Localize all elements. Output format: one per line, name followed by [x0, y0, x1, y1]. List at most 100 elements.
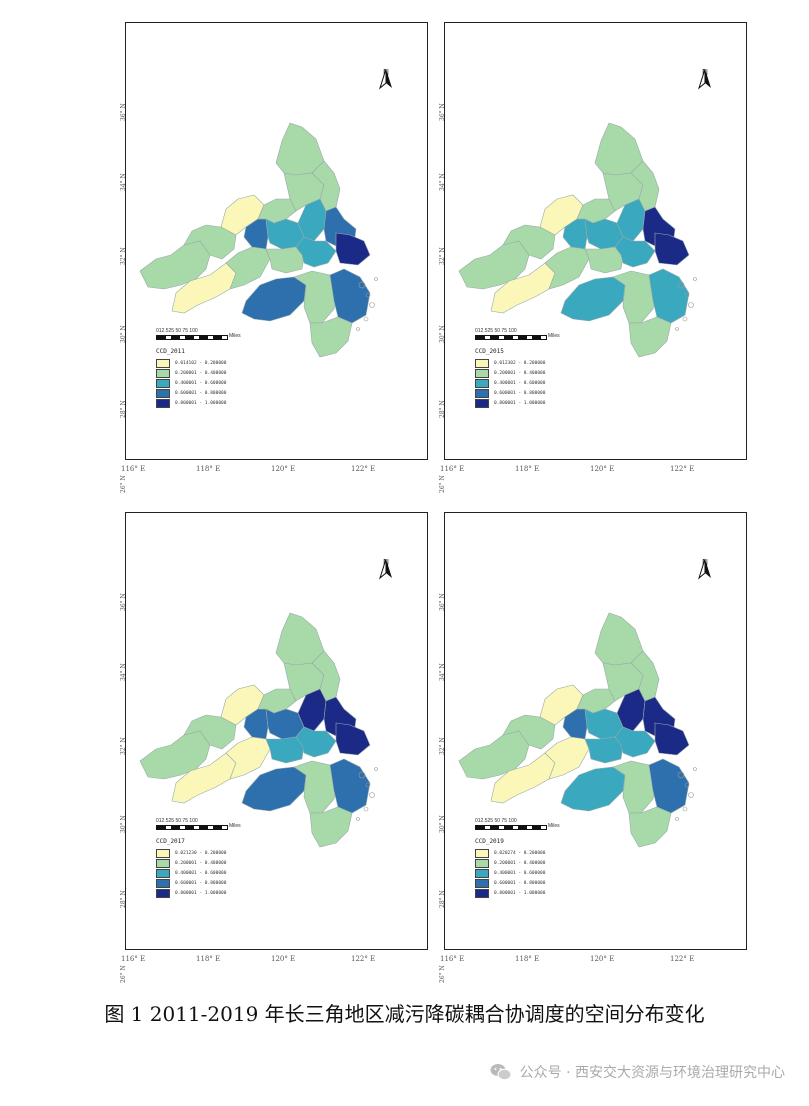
legend-title: CCD_2017 — [156, 838, 185, 845]
legend-swatch — [156, 388, 170, 398]
lat-label: 30° N — [439, 325, 446, 343]
region-1 — [458, 240, 530, 290]
region-20 — [628, 806, 672, 848]
legend-item: 0.020274 - 0.200000 — [475, 848, 545, 858]
region-19 — [329, 268, 371, 324]
island-4 — [682, 316, 688, 322]
lon-label: 118° E — [196, 955, 221, 963]
map-panel-3: 36° N 34° N 32° N 30° N 28° N 26° N 116° E 118°… — [120, 512, 428, 983]
scale-bar: 012.525 50 75 100 Miles — [156, 818, 241, 830]
legend-label: 0.400001 - 0.600000 — [175, 870, 227, 876]
island-4 — [682, 806, 688, 812]
island-6 — [356, 817, 360, 821]
island-4 — [363, 806, 369, 812]
legend-item: 0.014102 - 0.200000 — [156, 358, 226, 368]
lon-label: 120° E — [590, 465, 615, 473]
choropleth-map — [458, 122, 697, 358]
lat-label: 26° N — [120, 965, 127, 983]
legend-label: 0.200001 - 0.400000 — [494, 860, 546, 866]
north-arrow: N — [695, 558, 715, 580]
scale-numbers: 012.525 50 75 100 — [156, 328, 198, 334]
region-18 — [612, 760, 658, 814]
lat-label: 36° N — [439, 593, 446, 611]
legend-item: 0.800001 - 1.000000 — [156, 888, 226, 898]
choropleth-map — [139, 122, 378, 358]
region-2 — [502, 714, 556, 750]
region-15 — [584, 736, 624, 764]
legend-swatch — [156, 378, 170, 388]
region-1 — [458, 730, 530, 780]
legend-item: 0.400001 - 0.600000 — [156, 868, 226, 878]
lon-label: 116° E — [121, 465, 146, 473]
lon-label: 116° E — [440, 465, 465, 473]
legend-swatch — [156, 848, 170, 858]
legend-label: 0.014102 - 0.200000 — [175, 360, 227, 366]
scale-numbers: 012.525 50 75 100 — [156, 818, 198, 824]
island-1 — [677, 771, 685, 779]
island-6 — [356, 327, 360, 331]
lat-label: 36° N — [439, 103, 446, 121]
watermark-text: 公众号 · 西安交大资源与环境治理研究中心 — [519, 1065, 785, 1081]
legend-swatch — [475, 368, 489, 378]
region-17 — [560, 276, 626, 322]
lat-label: 36° N — [120, 103, 127, 121]
legend-swatch — [475, 858, 489, 868]
legend-swatch — [156, 878, 170, 888]
region-12 — [335, 232, 371, 266]
legend-swatch — [156, 868, 170, 878]
lon-label: 116° E — [440, 955, 465, 963]
legend-label: 0.012302 - 0.200000 — [494, 360, 546, 366]
legend-swatch — [475, 398, 489, 408]
region-18 — [293, 760, 339, 814]
island-1 — [677, 281, 685, 289]
scale-bar: 012.525 50 75 100 Miles — [475, 328, 560, 340]
legend-label: 0.400001 - 0.600000 — [494, 870, 546, 876]
scale-graphic — [475, 825, 547, 830]
region-14 — [225, 736, 271, 780]
lon-label: 118° E — [515, 955, 540, 963]
region-20 — [628, 316, 672, 358]
region-6 — [275, 122, 325, 176]
legend-label: 0.600001 - 0.800000 — [494, 880, 546, 886]
map-legend: CCD_2011 0.014102 - 0.200000 0.200001 - 0.… — [156, 348, 226, 408]
region-18 — [293, 270, 339, 324]
choropleth-map — [139, 612, 378, 848]
region-17 — [241, 276, 307, 322]
region-16 — [295, 726, 337, 758]
legend-label: 0.800001 - 1.000000 — [175, 890, 227, 896]
island-5 — [693, 277, 697, 281]
legend-item: 0.200001 - 0.400000 — [156, 858, 226, 868]
region-6 — [275, 612, 325, 666]
region-1 — [139, 240, 211, 290]
north-arrow-icon — [698, 558, 711, 580]
region-15 — [265, 736, 305, 764]
legend-item: 0.600001 - 0.800000 — [156, 878, 226, 888]
island-5 — [693, 767, 697, 771]
legend-label: 0.600001 - 0.800000 — [494, 390, 546, 396]
scale-graphic — [156, 335, 228, 340]
scale-units: Miles — [548, 823, 560, 829]
region-17 — [241, 766, 307, 812]
island-5 — [374, 767, 378, 771]
island-4 — [363, 316, 369, 322]
north-arrow-icon — [379, 68, 392, 90]
legend-label: 0.200001 - 0.400000 — [175, 370, 227, 376]
region-6 — [594, 612, 644, 666]
legend-swatch — [475, 878, 489, 888]
legend-item: 0.400001 - 0.600000 — [156, 378, 226, 388]
region-2 — [183, 224, 237, 260]
lon-label: 122° E — [670, 465, 695, 473]
lat-label: 32° N — [120, 247, 127, 265]
legend-item: 0.200001 - 0.400000 — [156, 368, 226, 378]
legend-label: 0.800001 - 1.000000 — [494, 890, 546, 896]
region-17 — [560, 766, 626, 812]
lat-label: 32° N — [439, 737, 446, 755]
lon-label: 120° E — [271, 955, 296, 963]
island-6 — [675, 327, 679, 331]
region-20 — [309, 316, 353, 358]
island-2 — [684, 292, 690, 298]
legend-item: 0.021230 - 0.200000 — [156, 848, 226, 858]
north-arrow-icon — [698, 68, 711, 90]
legend-swatch — [475, 358, 489, 368]
legend-swatch — [156, 398, 170, 408]
